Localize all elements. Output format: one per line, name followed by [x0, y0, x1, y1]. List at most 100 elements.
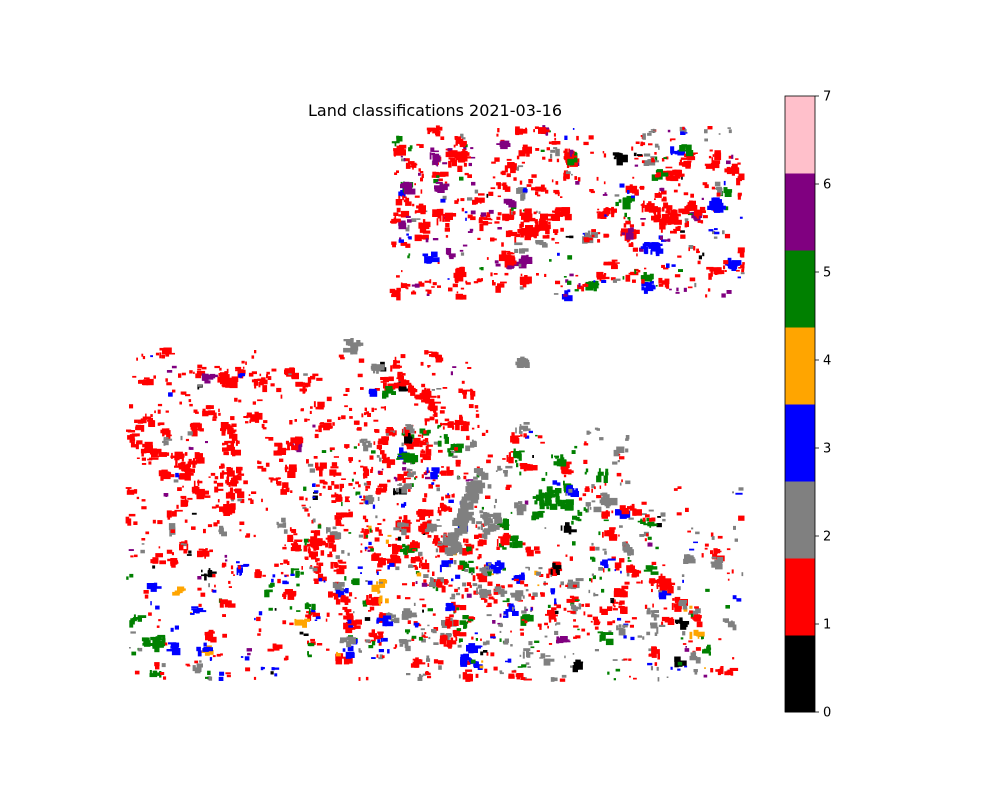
- map-pixel-class-5: [437, 424, 441, 428]
- map-pixel-class-2: [536, 571, 541, 576]
- map-pixel-class-1: [295, 381, 303, 387]
- map-pixel-class-2: [345, 339, 353, 346]
- map-pixel-class-1: [459, 632, 466, 636]
- map-pixel-class-3: [389, 562, 395, 567]
- map-pixel-class-1: [374, 429, 378, 432]
- map-pixel-class-1: [493, 666, 498, 671]
- map-pixel-class-1: [289, 367, 294, 372]
- map-pixel-class-1: [518, 599, 523, 602]
- map-pixel-class-1: [213, 480, 217, 484]
- map-pixel-class-2: [396, 528, 402, 530]
- map-pixel-class-2: [352, 344, 357, 351]
- map-pixel-class-1: [591, 234, 595, 238]
- map-pixel-class-1: [317, 401, 325, 408]
- map-pixel-class-1: [284, 368, 291, 376]
- map-pixel-class-1: [328, 591, 333, 598]
- map-pixel-class-6: [431, 152, 435, 156]
- map-pixel-class-1: [461, 271, 467, 278]
- map-pixel-class-1: [442, 214, 450, 216]
- map-pixel-class-5: [513, 452, 522, 459]
- map-pixel-class-1: [291, 438, 295, 443]
- map-pixel-class-1: [731, 569, 734, 574]
- map-pixel-class-1: [218, 412, 221, 416]
- map-pixel-class-2: [347, 552, 350, 556]
- map-pixel-class-5: [577, 628, 580, 631]
- map-pixel-class-1: [304, 556, 308, 560]
- map-pixel-class-2: [391, 618, 395, 622]
- map-pixel-class-3: [150, 586, 157, 592]
- map-pixel-class-1: [360, 387, 364, 390]
- map-pixel-class-2: [527, 666, 531, 668]
- map-pixel-class-2: [518, 190, 522, 193]
- map-pixel-class-5: [622, 202, 631, 210]
- map-pixel-class-1: [204, 495, 211, 498]
- map-pixel-class-1: [191, 526, 196, 530]
- map-pixel-class-1: [573, 625, 579, 628]
- map-pixel-class-1: [189, 370, 193, 374]
- map-pixel-class-1: [294, 419, 297, 422]
- map-pixel-class-1: [237, 473, 245, 476]
- map-pixel-class-1: [130, 441, 135, 448]
- map-pixel-class-2: [523, 428, 531, 431]
- map-pixel-class-3: [170, 627, 174, 632]
- map-pixel-class-2: [476, 521, 483, 525]
- map-pixel-class-2: [141, 543, 145, 545]
- map-pixel-class-5: [624, 212, 627, 218]
- map-pixel-class-1: [403, 145, 406, 148]
- map-pixel-class-2: [197, 384, 203, 387]
- map-pixel-class-1: [439, 635, 448, 641]
- map-pixel-class-1: [715, 549, 721, 554]
- map-pixel-class-1: [661, 281, 666, 284]
- map-pixel-class-1: [422, 498, 427, 502]
- map-pixel-class-2: [518, 501, 523, 505]
- map-pixel-class-0: [569, 235, 574, 239]
- map-pixel-class-1: [508, 675, 515, 679]
- map-pixel-class-1: [716, 192, 721, 197]
- map-pixel-class-1: [204, 631, 209, 636]
- map-pixel-class-1: [208, 410, 216, 416]
- map-pixel-class-6: [442, 162, 448, 165]
- map-pixel-class-1: [444, 579, 448, 585]
- map-pixel-class-2: [465, 445, 471, 452]
- map-pixel-class-2: [650, 622, 658, 629]
- map-pixel-class-2: [365, 440, 371, 444]
- map-pixel-class-1: [159, 352, 162, 359]
- map-pixel-class-1: [220, 472, 224, 479]
- map-pixel-class-1: [408, 382, 412, 389]
- map-pixel-class-1: [695, 212, 699, 219]
- map-pixel-class-1: [325, 618, 328, 622]
- map-pixel-class-1: [486, 652, 489, 656]
- map-pixel-class-1: [313, 456, 318, 459]
- map-pixel-class-5: [470, 659, 476, 664]
- map-pixel-class-1: [534, 546, 540, 551]
- map-pixel-class-1: [405, 522, 412, 524]
- map-pixel-class-4: [379, 584, 386, 588]
- map-pixel-class-1: [433, 209, 442, 214]
- map-pixel-class-2: [164, 441, 169, 446]
- map-pixel-class-1: [590, 190, 595, 194]
- map-pixel-class-5: [487, 571, 492, 576]
- map-pixel-class-1: [227, 427, 234, 435]
- map-pixel-class-2: [437, 541, 443, 544]
- map-pixel-class-5: [133, 617, 137, 622]
- map-pixel-class-1: [215, 504, 219, 508]
- map-pixel-class-1: [141, 538, 146, 541]
- map-pixel-class-1: [576, 135, 579, 141]
- map-pixel-class-2: [309, 468, 315, 473]
- map-pixel-class-0: [572, 665, 578, 673]
- map-pixel-class-5: [447, 448, 451, 453]
- map-pixel-class-6: [497, 622, 503, 625]
- map-pixel-class-5: [421, 430, 424, 434]
- map-pixel-class-5: [142, 642, 145, 646]
- map-pixel-class-1: [205, 548, 208, 551]
- map-pixel-class-6: [526, 254, 529, 262]
- map-pixel-class-2: [711, 536, 715, 540]
- map-pixel-class-3: [603, 564, 609, 569]
- map-pixel-class-6: [225, 559, 228, 562]
- map-pixel-class-1: [327, 538, 334, 543]
- map-pixel-class-1: [376, 569, 382, 571]
- map-pixel-class-1: [365, 485, 371, 489]
- map-pixel-class-1: [530, 233, 537, 236]
- map-pixel-class-1: [400, 375, 404, 384]
- map-pixel-class-3: [671, 150, 679, 154]
